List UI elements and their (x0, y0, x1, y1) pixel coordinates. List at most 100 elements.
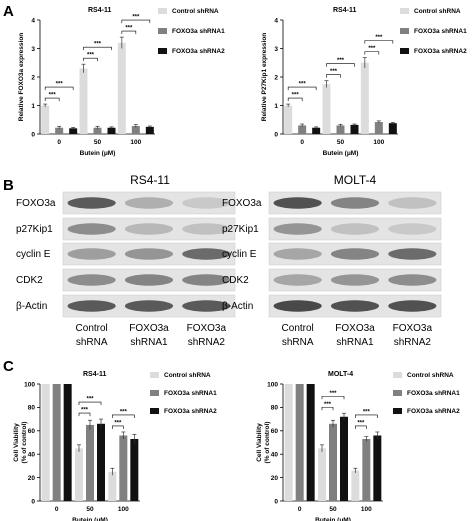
bar-control-shrna (360, 62, 369, 134)
blot-band (124, 223, 174, 235)
blot-band (182, 248, 231, 260)
blot-title: RS4-11 (130, 173, 170, 187)
legend-label: FOXO3a shRNA2 (414, 48, 467, 55)
x-tick-label: 50 (94, 139, 102, 146)
significance-label: *** (94, 42, 102, 48)
x-axis-label: Butein (μM) (315, 517, 351, 521)
y-tick-label: 0 (31, 131, 35, 138)
bar-control-shrna (41, 384, 50, 501)
chart-c-right: MOLT-4 0 20 40 60 80 100 Cell Viability(% of co… (256, 371, 460, 521)
legend-swatch (400, 8, 409, 14)
legend-swatch (158, 28, 167, 34)
blot-band (330, 223, 380, 235)
bar-foxo3a-shrna1 (131, 126, 140, 134)
blot-band (67, 223, 116, 235)
y-tick-label: 100 (267, 381, 278, 388)
significance-bracket (78, 412, 91, 417)
blot-band (124, 300, 174, 312)
significance-bracket (121, 19, 151, 24)
legend-label: FOXO3a shRNA1 (164, 390, 217, 397)
blot-row-label: cyclin E (222, 249, 257, 260)
significance-label: *** (125, 26, 133, 32)
bar-foxo3a-shrna2 (388, 123, 397, 134)
bar-control-shrna (41, 105, 50, 134)
legend-swatch (158, 8, 167, 14)
significance-label: *** (132, 15, 140, 21)
lane-label: Control (76, 323, 108, 334)
blot-row-label: p27Kip1 (16, 224, 53, 235)
blot-row-label: β-Actin (222, 301, 253, 312)
legend-label: FOXO3a shRNA2 (407, 408, 460, 415)
significance-bracket (326, 74, 341, 78)
significance-label: *** (86, 397, 94, 403)
significance-label: *** (299, 82, 307, 88)
bar-foxo3a-shrna1 (329, 423, 337, 501)
y-tick-label: 3 (274, 46, 278, 53)
blot-band (182, 223, 231, 235)
legend-swatch (400, 48, 409, 54)
significance-label: *** (120, 409, 128, 415)
y-tick-label: 2 (31, 74, 35, 81)
x-axis-label: Butein (μM) (80, 150, 116, 157)
significance-bracket (355, 425, 367, 429)
lane-label: FOXO3a (129, 323, 169, 334)
significance-label: *** (49, 93, 57, 99)
y-axis-label: Cell Viability(% of control) (256, 422, 271, 464)
significance-label: *** (329, 391, 337, 397)
bar-foxo3a-shrna1 (298, 125, 307, 134)
bar-control-shrna (117, 42, 126, 134)
y-tick-label: 0 (274, 131, 278, 138)
western-blots: RS4-11 FOXO3a p27Kip1 cyclin E CDK2 β-Actin Co… (16, 173, 442, 348)
blot-band (273, 274, 322, 286)
legend-swatch (150, 372, 159, 378)
x-tick-label: 50 (86, 506, 94, 513)
lane-label: FOXO3a (187, 323, 227, 334)
bar-foxo3a-shrna1 (362, 438, 371, 501)
bar-foxo3a-shrna1 (374, 122, 383, 134)
y-tick-label: 4 (274, 17, 278, 24)
bar-foxo3a-shrna1 (336, 125, 345, 134)
legend-swatch (393, 390, 402, 396)
significance-label: *** (81, 408, 89, 414)
x-tick-label: 0 (298, 506, 302, 513)
blot-row-label: CDK2 (222, 275, 249, 286)
significance-bracket (121, 30, 137, 35)
bar-foxo3a-shrna2 (107, 127, 116, 134)
blot-band (388, 248, 437, 260)
bar-foxo3a-shrna2 (340, 416, 348, 501)
bar-control-shrna (284, 105, 293, 134)
blot-row-label: FOXO3a (222, 198, 262, 209)
y-tick-label: 1 (31, 103, 35, 110)
significance-label: *** (357, 420, 365, 426)
significance-label: *** (56, 82, 64, 88)
blot-band (388, 197, 437, 209)
blot-band (388, 300, 437, 312)
lane-label: FOXO3a (393, 323, 433, 334)
lane-label: Control (282, 323, 314, 334)
lane-label: shRNA2 (188, 337, 226, 348)
significance-bracket (44, 86, 74, 91)
x-tick-label: 50 (337, 139, 345, 146)
legend-swatch (393, 372, 402, 378)
x-tick-label: 100 (130, 139, 141, 146)
bar-foxo3a-shrna1 (52, 384, 61, 501)
bar-control-shrna (284, 384, 293, 501)
blot-band (182, 274, 231, 286)
panel-letter-c: C (3, 358, 14, 375)
significance-bracket (78, 401, 102, 406)
blot-band (124, 248, 174, 260)
bar-control-shrna (318, 448, 326, 501)
blot-row-label: CDK2 (16, 275, 43, 286)
blot-band (124, 197, 174, 209)
chart-a-right: RS4-11 0 1 2 3 4 Relative P27Kip1 expression 0 5… (261, 7, 467, 157)
significance-bracket (355, 414, 378, 418)
panel-letter-b: B (3, 177, 14, 194)
significance-label: *** (368, 46, 376, 52)
y-tick-label: 3 (31, 46, 35, 53)
blot-band (273, 300, 322, 312)
significance-label: *** (292, 93, 300, 99)
legend-label: FOXO3a shRNA1 (407, 390, 460, 397)
legend-swatch (393, 408, 402, 414)
legend-label: FOXO3a shRNA2 (172, 48, 225, 55)
